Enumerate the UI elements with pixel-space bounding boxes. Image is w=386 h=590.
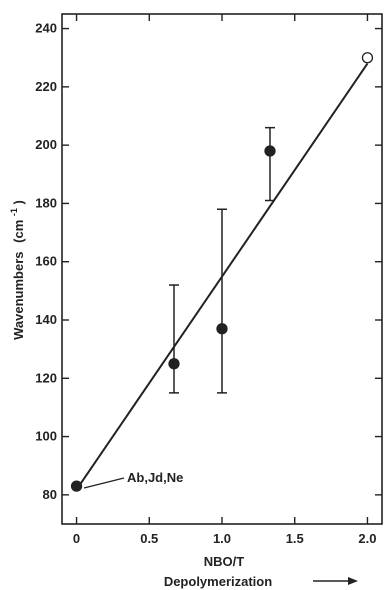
x-tick-label: 2.0 [358, 531, 376, 546]
data-point [168, 358, 180, 370]
data-point [216, 323, 228, 335]
tick-layer: 80 100 120 140 160 180 200 220 240 0 0.5 1.0 1.5 2.0 [35, 14, 382, 546]
annotation-leader [83, 477, 125, 489]
error-bar [265, 126, 275, 202]
fit-line [80, 62, 369, 484]
y-tick-label: 200 [35, 137, 57, 152]
y-axis-title-exponent: -1 [9, 208, 19, 216]
y-tick-label: 220 [35, 79, 57, 94]
x-tick-label: 0 [73, 531, 80, 546]
annotation-label: Ab,Jd,Ne [127, 470, 183, 485]
annotation: Ab,Jd,Ne [83, 470, 183, 489]
y-tick-label: 80 [43, 487, 57, 502]
y-tick-label: 160 [35, 254, 57, 269]
data-point [264, 145, 276, 157]
x-axis-subtitle: Depolymerization [164, 574, 272, 589]
error-bar-layer [169, 126, 275, 394]
data-point-open [361, 52, 374, 64]
y-axis-title-text: Wavenumbers [11, 251, 26, 339]
y-tick-label: 100 [35, 429, 57, 444]
error-bar [169, 284, 179, 394]
y-axis-title-close: ) [11, 200, 26, 204]
y-tick-label: 180 [35, 195, 57, 210]
x-tick-label: 0.5 [140, 531, 158, 546]
y-tick-label: 240 [35, 21, 57, 36]
x-axis-title: NBO/T [204, 554, 245, 569]
fit-line-layer [80, 62, 369, 484]
right-arrow-icon [313, 577, 358, 585]
error-bar [217, 208, 227, 394]
x-tick-label: 1.5 [286, 531, 304, 546]
data-point [70, 480, 83, 492]
x-tick-label: 1.0 [213, 531, 231, 546]
y-tick-label: 120 [35, 370, 57, 385]
y-axis-title-unit: (cm [11, 220, 26, 243]
y-axis-title: Wavenumbers (cm -1 ) [5, 200, 26, 340]
y-tick-label: 140 [35, 312, 57, 327]
data-point-layer [70, 52, 374, 492]
